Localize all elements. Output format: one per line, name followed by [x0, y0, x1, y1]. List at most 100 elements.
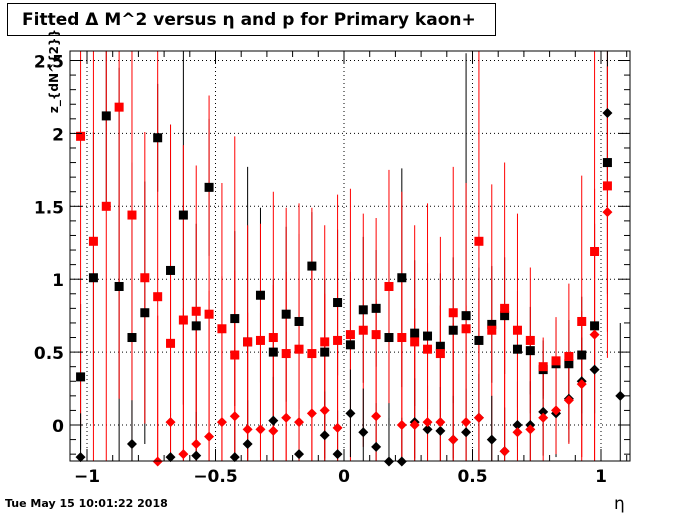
data-point-square: [345, 330, 355, 340]
data-point-square: [281, 309, 291, 319]
x-tick-label: 0: [338, 467, 350, 487]
data-point-square: [564, 351, 574, 361]
data-point-diamond: [306, 408, 317, 419]
data-markers: [75, 102, 626, 467]
data-point-square: [76, 131, 86, 141]
data-point-square: [217, 324, 227, 334]
data-point-square: [166, 338, 176, 348]
data-point-square: [333, 335, 343, 345]
data-point-square: [410, 337, 420, 347]
data-point-diamond: [589, 329, 600, 340]
data-point-diamond: [178, 449, 189, 460]
data-point-square: [512, 325, 522, 335]
data-point-square: [577, 350, 587, 360]
data-point-diamond: [448, 434, 459, 445]
plot-frame: [69, 50, 631, 462]
data-point-diamond: [75, 452, 86, 463]
data-point-square: [101, 111, 111, 121]
data-point-diamond: [563, 395, 574, 406]
data-point-square: [423, 331, 433, 341]
data-point-diamond: [512, 427, 523, 438]
y-tick-label: 2.5: [34, 53, 64, 73]
data-point-square: [281, 349, 291, 359]
data-point-diamond: [165, 417, 176, 428]
data-point-square: [345, 340, 355, 350]
data-point-square: [191, 321, 201, 331]
data-point-diamond: [486, 434, 497, 445]
data-point-diamond: [319, 405, 330, 416]
y-tick-label: 2: [52, 125, 64, 145]
data-point-diamond: [615, 390, 626, 401]
data-point-square: [590, 321, 600, 331]
data-point-diamond: [435, 425, 446, 436]
data-point-square: [577, 316, 587, 326]
data-point-diamond: [551, 405, 562, 416]
data-point-square: [76, 372, 86, 382]
data-point-diamond: [396, 420, 407, 430]
data-point-square: [333, 298, 343, 308]
data-point-square: [358, 305, 368, 315]
data-point-square: [140, 273, 150, 283]
y-tick-label: 1.5: [34, 198, 64, 218]
data-point-square: [255, 335, 265, 345]
data-point-square: [538, 362, 548, 372]
data-point-diamond: [294, 449, 305, 460]
x-tick-label: 0.5: [457, 467, 487, 487]
data-point-square: [551, 356, 561, 366]
data-point-diamond: [461, 417, 472, 428]
data-point-square: [230, 314, 240, 324]
data-point-square: [525, 346, 535, 356]
data-point-square: [448, 308, 458, 318]
y-tick-label: 0.5: [34, 344, 64, 364]
data-point-square: [243, 337, 253, 347]
data-point-diamond: [358, 427, 369, 438]
data-point-square: [294, 316, 304, 326]
data-point-square: [423, 344, 433, 354]
data-point-square: [140, 308, 150, 318]
data-point-square: [178, 315, 188, 325]
data-point-square: [590, 246, 600, 256]
data-point-diamond: [332, 449, 343, 460]
data-point-square: [500, 303, 510, 313]
data-point-square: [371, 303, 381, 313]
data-point-diamond: [229, 452, 240, 463]
data-point-diamond: [589, 364, 600, 375]
data-point-diamond: [512, 420, 523, 430]
data-point-square: [525, 335, 535, 345]
data-point-diamond: [204, 431, 215, 442]
data-point-diamond: [538, 406, 549, 417]
data-point-square: [268, 333, 278, 343]
data-point-square: [127, 210, 137, 220]
tick-labels: −1 −0.5 0 0.5 1 0 0.5 1 1.5 2 2.5: [34, 53, 607, 488]
data-point-diamond: [126, 438, 137, 449]
data-point-diamond: [268, 415, 279, 426]
data-point-square: [461, 311, 471, 321]
data-point-square: [461, 324, 471, 334]
data-point-diamond: [461, 427, 472, 438]
data-point-square: [88, 236, 98, 246]
data-point-square: [435, 341, 445, 351]
data-point-square: [410, 328, 420, 338]
data-point-square: [307, 349, 317, 359]
data-point-diamond: [345, 408, 356, 419]
data-point-square: [178, 210, 188, 220]
data-point-square: [512, 344, 522, 354]
y-tick-label: 1: [52, 271, 64, 291]
x-tick-label: −1: [74, 467, 100, 487]
data-point-diamond: [602, 207, 613, 218]
data-point-square: [294, 344, 304, 354]
data-point-square: [204, 309, 214, 319]
y-tick-label: 0: [52, 417, 64, 437]
data-point-diamond: [422, 417, 433, 428]
data-point-square: [384, 333, 394, 343]
data-point-square: [474, 236, 484, 246]
axis-ticks: [70, 51, 630, 461]
data-point-square: [307, 261, 317, 271]
data-point-square: [487, 319, 497, 329]
data-point-diamond: [255, 424, 266, 435]
data-point-square: [448, 325, 458, 335]
data-point-square: [602, 181, 612, 191]
y-axis-label: z_{dN^{2}}: [47, 28, 62, 114]
data-point-square: [487, 325, 497, 335]
